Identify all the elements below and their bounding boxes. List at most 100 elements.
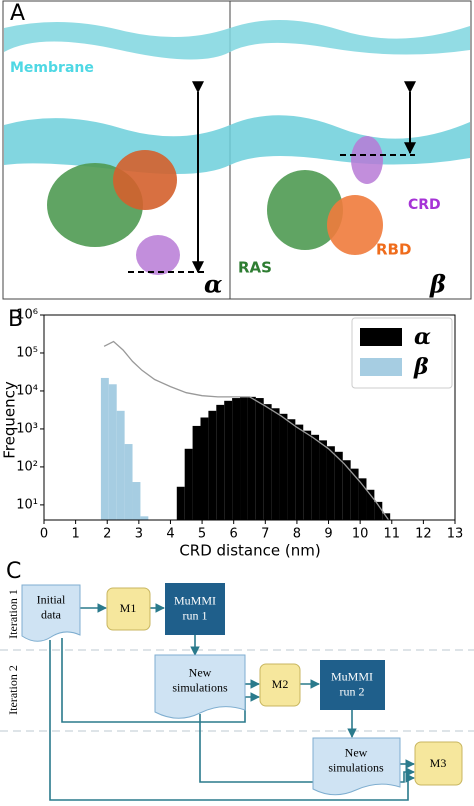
histogram-bar	[263, 404, 272, 520]
histogram-bar	[140, 516, 149, 520]
node-label: New	[189, 665, 212, 679]
x-tick-label: 13	[447, 527, 464, 542]
beta-label: β	[429, 270, 446, 299]
panel-label: A	[10, 1, 25, 26]
histogram-bar	[271, 408, 280, 520]
ras-label: RAS	[238, 259, 272, 277]
run-node	[320, 660, 385, 710]
node-label: data	[41, 607, 62, 621]
arrow	[199, 714, 415, 783]
legend-label: α	[414, 324, 431, 350]
run-node	[165, 583, 225, 635]
histogram-bar	[100, 377, 109, 520]
model-node	[259, 663, 301, 707]
y-tick-label: 10⁶	[16, 308, 38, 323]
node-label: MuMMI	[174, 593, 216, 607]
legend-swatch	[360, 358, 402, 376]
node-label: New	[345, 745, 368, 759]
x-tick-label: 10	[352, 527, 369, 542]
histogram-bar	[326, 446, 335, 520]
x-tick-label: 4	[166, 527, 174, 542]
x-tick-label: 5	[198, 527, 206, 542]
histogram-bar	[279, 413, 288, 520]
y-tick-label: 10²	[16, 459, 38, 474]
y-axis-label: Frequency	[1, 381, 19, 459]
histogram-bar	[116, 410, 125, 520]
model-node	[414, 741, 463, 786]
panel-label: C	[6, 559, 21, 584]
node-label: Initial	[37, 592, 66, 606]
crd-protein	[351, 136, 383, 184]
x-tick-label: 11	[383, 527, 400, 542]
membrane-top	[4, 19, 470, 60]
rbd-label: RBD	[376, 241, 411, 259]
histogram-bar	[108, 384, 117, 520]
x-axis-label: CRD distance (nm)	[179, 542, 320, 560]
arrow	[61, 638, 260, 723]
ras-protein	[267, 170, 343, 250]
document-node	[154, 654, 246, 719]
panel-label: B	[8, 307, 23, 332]
histogram-bar	[232, 398, 241, 520]
histogram-bar	[319, 440, 327, 520]
x-tick-label: 2	[103, 527, 111, 542]
histogram-bar	[350, 468, 359, 520]
crd-label: CRD	[408, 197, 441, 213]
node-label: run 2	[340, 684, 365, 698]
x-tick-label: 12	[415, 527, 432, 542]
legend-label: β	[413, 354, 429, 380]
histogram-bar	[374, 501, 383, 520]
document-node	[312, 737, 401, 796]
rbd-protein	[327, 195, 383, 255]
crd-protein	[136, 235, 180, 275]
node-label: simulations	[328, 760, 384, 774]
y-tick-label: 10¹	[16, 497, 38, 512]
histogram-bar	[184, 448, 193, 520]
histogram-bar	[311, 434, 320, 520]
histogram-bar	[287, 419, 296, 520]
panel-a: A Membrane α β RAS RBD CRD	[2, 0, 472, 300]
histogram-bar	[132, 482, 141, 520]
plot-frame	[43, 314, 456, 521]
histogram-bar	[255, 398, 264, 520]
x-tick-label: 6	[230, 527, 238, 542]
histogram-bar	[176, 486, 185, 520]
x-tick-label: 9	[324, 527, 332, 542]
node-label: M1	[120, 601, 137, 615]
x-tick-label: 3	[135, 527, 143, 542]
x-tick-label: 0	[40, 527, 48, 542]
node-label: M3	[430, 756, 447, 770]
document-node	[21, 584, 81, 642]
histogram-bar	[366, 489, 375, 520]
arrow	[49, 640, 415, 801]
histogram-bar	[240, 396, 248, 520]
y-tick-label: 10⁴	[16, 383, 38, 398]
histogram-bar	[192, 425, 201, 520]
legend-swatch	[360, 328, 402, 346]
histogram-bar	[295, 424, 304, 520]
histogram-bar	[216, 404, 225, 520]
y-tick-label: 10⁵	[16, 345, 38, 360]
histogram-bar	[208, 410, 217, 520]
node-label: simulations	[172, 680, 228, 694]
total-line	[103, 340, 390, 521]
histogram-bar	[124, 444, 133, 520]
histogram-bar	[342, 460, 351, 520]
rbd-protein	[113, 150, 177, 210]
iteration-label: Iteration 2	[6, 665, 20, 715]
histogram-bar	[200, 417, 209, 520]
histogram-bar	[303, 430, 312, 520]
node-label: run 1	[183, 608, 208, 622]
model-node	[106, 587, 151, 631]
x-tick-label: 1	[71, 527, 79, 542]
histogram-bar	[224, 400, 233, 520]
histogram-bar	[334, 451, 343, 520]
y-tick-label: 10³	[16, 421, 38, 436]
alpha-label: α	[204, 270, 222, 299]
x-tick-label: 7	[261, 527, 269, 542]
histogram-bar	[358, 478, 367, 520]
